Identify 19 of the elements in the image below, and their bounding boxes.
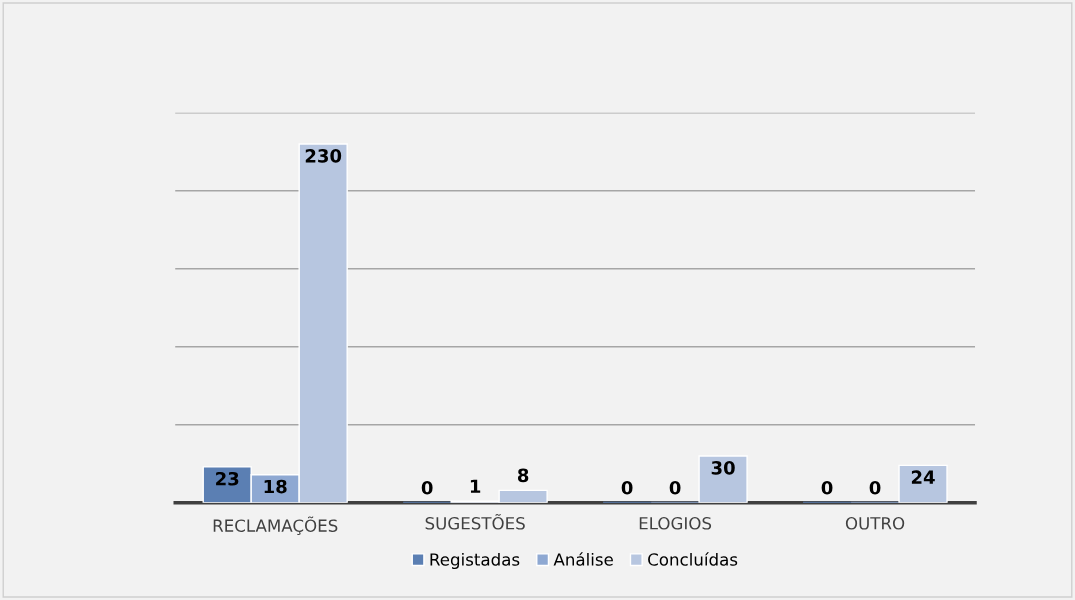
data-label: 18	[264, 479, 287, 494]
data-label: 0	[421, 480, 433, 495]
data-label: 0	[621, 480, 633, 495]
data-label: 30	[711, 461, 735, 475]
data-label: 1	[470, 479, 481, 493]
data-label: 230	[305, 149, 342, 163]
legend-label: Registadas	[430, 552, 520, 570]
data-label: 8	[517, 468, 529, 483]
x-tick-label: OUTRO	[845, 516, 905, 530]
data-label: 23	[216, 471, 239, 486]
x-tick-label: RECLAMAÇÕES	[213, 516, 338, 535]
x-tick-label: SUGESTÕES	[425, 514, 525, 530]
data-label: 0	[869, 480, 881, 495]
x-tick-label: ELOGIOS	[639, 516, 712, 530]
legend-label: Concluídas	[648, 552, 738, 566]
data-label: 24	[911, 470, 935, 484]
data-label: 0	[669, 480, 681, 495]
data-label: 0	[821, 480, 833, 495]
legend-label: Análise	[553, 552, 613, 566]
